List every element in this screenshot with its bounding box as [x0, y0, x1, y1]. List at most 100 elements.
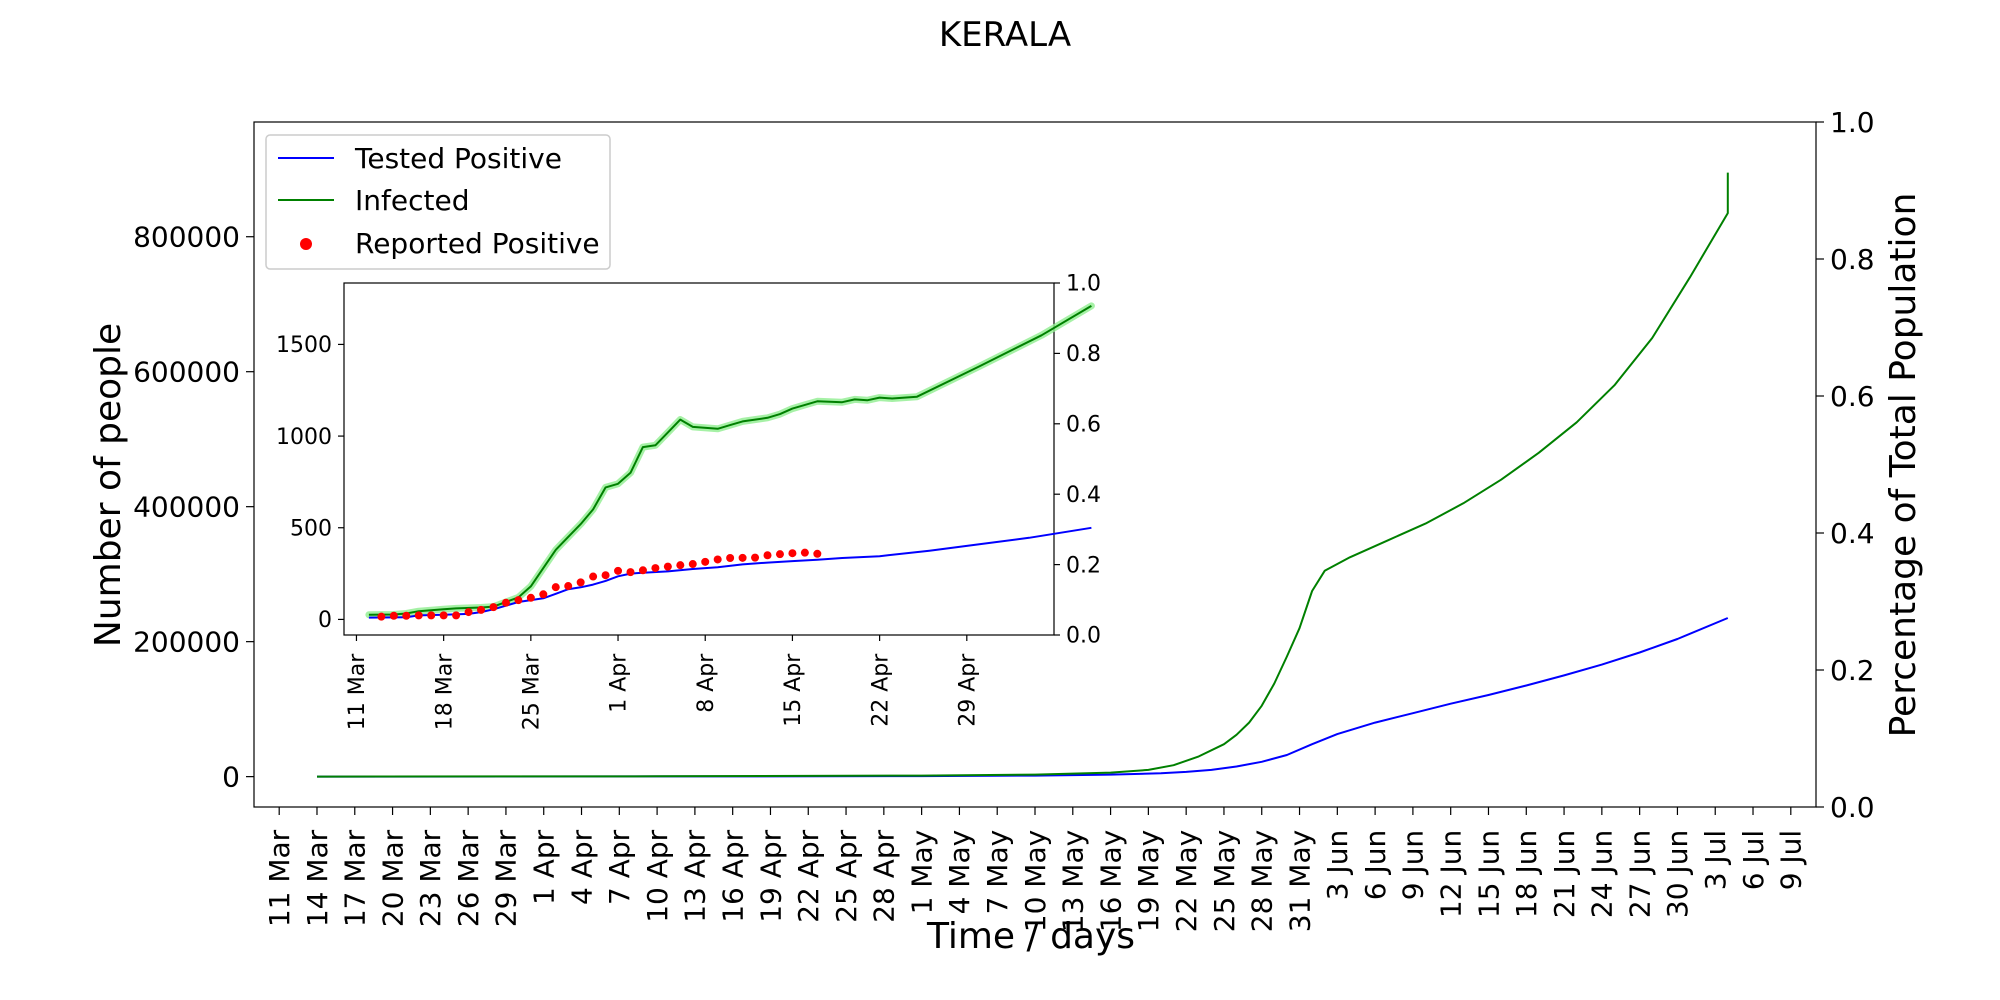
main-x-tick-label: 4 May	[943, 830, 976, 915]
inset-reported-positive-point	[501, 598, 510, 607]
inset-reported-positive-point	[614, 566, 623, 575]
inset-reported-positive-point	[651, 564, 660, 573]
inset-reported-positive-point	[439, 611, 448, 620]
main-x-tick-label: 16 May	[1094, 830, 1127, 932]
main-x-tick-label: 7 Apr	[603, 829, 636, 905]
main-x-tick-label: 28 May	[1246, 830, 1279, 932]
main-infected-line	[316, 172, 1729, 778]
inset-x-tick-label: 18 Mar	[432, 653, 457, 730]
main-x-tick-label: 24 Jun	[1586, 830, 1619, 918]
legend-tested-positive-label: Tested Positive	[354, 142, 562, 175]
main-x-tick-label: 19 May	[1132, 830, 1165, 932]
inset-reported-positive-point	[663, 562, 672, 571]
main-x-tick-label: 11 Mar	[263, 829, 296, 927]
inset-reported-positive-point	[713, 555, 722, 564]
inset-reported-positive-point	[526, 593, 535, 602]
inset-y-tick-label: 500	[290, 516, 332, 541]
inset-x-tick-label: 11 Mar	[345, 653, 370, 730]
legend-reported-positive-swatch	[300, 238, 312, 250]
main-x-tick-label: 27 Jun	[1623, 830, 1656, 918]
inset-reported-positive-point	[489, 603, 498, 612]
inset-reported-positive-point	[800, 548, 809, 557]
legend-box	[265, 134, 611, 270]
main-x-tick-label: 1 May	[905, 830, 938, 915]
main-x-tick-label: 25 Apr	[830, 829, 863, 922]
main-right-tick-label: 0.8	[1830, 243, 1875, 276]
main-x-tick-label: 6 Jun	[1359, 830, 1392, 900]
main-x-tick-label: 23 Mar	[414, 829, 447, 927]
main-x-tick-label: 28 Apr	[868, 829, 901, 922]
inset-reported-positive-point	[477, 605, 486, 614]
inset-reported-positive-point	[452, 611, 461, 620]
main-x-tick-label: 18 Jun	[1510, 830, 1543, 918]
main-x-tick-label: 9 Jun	[1397, 830, 1430, 900]
main-x-tick-label: 12 Jun	[1434, 830, 1467, 918]
main-x-tick-label: 7 May	[981, 830, 1014, 915]
inset-reported-positive-point	[377, 612, 386, 621]
main-x-tick-label: 10 Apr	[641, 829, 674, 922]
right-axis-label: Percentage of Total Population	[1883, 193, 1924, 738]
inset-reported-positive-point	[751, 553, 760, 562]
main-right-tick-label: 0.2	[1830, 654, 1875, 687]
inset-x-tick-label: 22 Apr	[868, 653, 893, 727]
inset-reported-positive-point	[402, 611, 411, 620]
main-x-tick-label: 16 Apr	[716, 829, 749, 922]
legend-reported-positive-label: Reported Positive	[355, 227, 600, 260]
inset-reported-positive-point	[813, 549, 822, 558]
inset-reported-positive-point	[788, 549, 797, 558]
x-axis-label: Time / days	[926, 916, 1135, 957]
inset-reported-positive-point	[775, 550, 784, 559]
main-x-tick-label: 26 Mar	[452, 829, 485, 927]
legend: Tested Positive Infected Reported Positi…	[265, 134, 611, 270]
inset-reported-positive-point	[427, 611, 436, 620]
main-x-tick-label: 3 Jun	[1321, 830, 1354, 900]
main-x-tick-label: 3 Jul	[1699, 830, 1732, 891]
inset-reported-positive-point	[738, 553, 747, 562]
main-y-tick-label: 200000	[133, 625, 240, 658]
inset-reported-positive-point	[564, 582, 573, 591]
main-x-tick-label: 30 Jun	[1661, 830, 1694, 918]
main-x-tick-label: 29 Mar	[490, 829, 523, 927]
inset-x-tick-label: 25 Mar	[520, 653, 545, 730]
main-x-tick-label: 31 May	[1283, 830, 1316, 932]
inset-y-tick-label: 0	[318, 608, 332, 633]
inset-right-tick-label: 1.0	[1066, 272, 1101, 297]
main-right-tick-label: 0.6	[1830, 380, 1875, 413]
main-right-tick-label: 0.4	[1830, 517, 1875, 550]
inset-reported-positive-point	[601, 571, 610, 580]
main-y-tick-label: 0	[222, 760, 240, 793]
main-x-tick-label: 1 Apr	[528, 829, 561, 905]
inset-reported-positive-point	[626, 568, 635, 577]
main-x-tick-label: 15 Jun	[1472, 830, 1505, 918]
inset-reported-positive-point	[676, 561, 685, 570]
inset-reported-positive-point	[514, 596, 523, 605]
main-right-tick-label: 0.0	[1830, 791, 1875, 824]
inset-reported-positive-point	[576, 578, 585, 587]
main-x-tick-label: 6 Jul	[1737, 830, 1770, 891]
inset-right-tick-label: 0.2	[1066, 553, 1101, 578]
main-x-tick-label: 10 May	[1019, 830, 1052, 932]
inset-reported-positive-point	[638, 566, 647, 575]
inset-x-tick-label: 29 Apr	[956, 653, 981, 727]
main-x-tick-label: 13 Apr	[679, 829, 712, 922]
main-y-tick-label: 800000	[133, 221, 240, 254]
inset-y-tick-label: 1500	[276, 333, 332, 358]
inset-reported-positive-point	[389, 611, 398, 620]
inset-reported-positive-point	[763, 551, 772, 560]
main-y-tick-label: 600000	[133, 356, 240, 389]
main-x-tick-label: 13 May	[1057, 830, 1090, 932]
main-right-tick-label: 1.0	[1830, 106, 1875, 139]
chart-title: KERALA	[939, 15, 1071, 55]
main-x-tick-label: 25 May	[1208, 830, 1241, 932]
inset-reported-positive-point	[539, 590, 548, 599]
main-x-tick-label: 4 Apr	[565, 829, 598, 905]
inset-reported-positive-point	[688, 560, 697, 569]
main-x-tick-label: 20 Mar	[376, 829, 409, 927]
main-x-tick-label: 21 Jun	[1548, 830, 1581, 918]
main-x-tick-label: 9 Jul	[1775, 830, 1808, 891]
inset-reported-positive-point	[551, 583, 560, 592]
main-x-tick-label: 14 Mar	[301, 829, 334, 927]
inset-reported-positive-point	[414, 611, 423, 620]
inset-reported-positive-point	[589, 572, 598, 581]
